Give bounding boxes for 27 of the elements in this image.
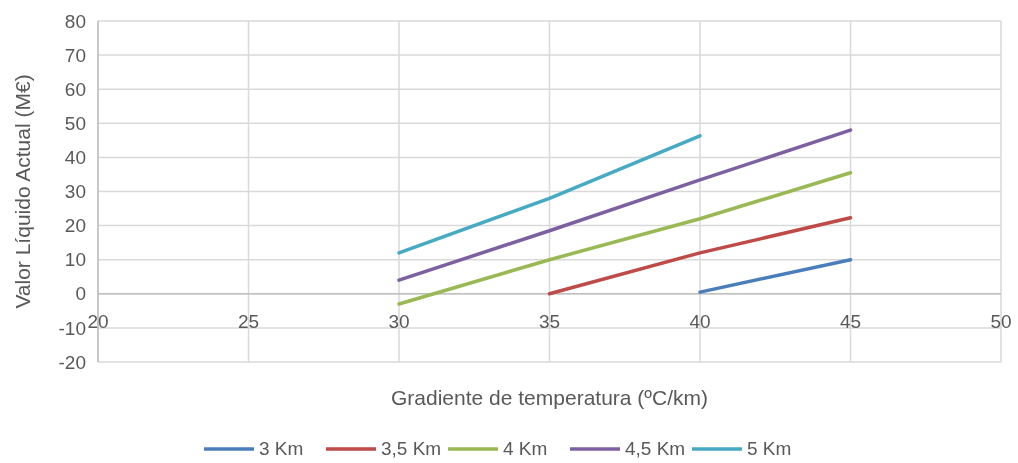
x-tick-label: 25 bbox=[237, 310, 260, 332]
y-tick-label: 30 bbox=[64, 181, 86, 203]
y-tick-label: 20 bbox=[64, 215, 86, 237]
x-tick-label: 40 bbox=[689, 310, 711, 332]
x-tick-label: 45 bbox=[839, 310, 862, 332]
line-series bbox=[397, 128, 853, 282]
legend-label: 3 Km bbox=[259, 438, 304, 459]
legend-label: 3,5 Km bbox=[381, 438, 442, 459]
y-tick-label: 60 bbox=[64, 78, 86, 100]
y-tick-label: -10 bbox=[58, 317, 86, 339]
line-series bbox=[397, 171, 853, 306]
legend-label: 5 Km bbox=[747, 438, 792, 459]
y-tick-label: 50 bbox=[64, 112, 86, 134]
y-tick-label: 70 bbox=[64, 44, 86, 66]
y-tick-label: 0 bbox=[75, 283, 86, 305]
x-tick-label: 20 bbox=[87, 310, 109, 332]
y-tick-label: 10 bbox=[64, 249, 86, 271]
x-axis-title: Gradiente de temperatura (ºC/km) bbox=[391, 386, 708, 409]
legend-label: 4,5 Km bbox=[625, 438, 686, 459]
y-tick-label: -20 bbox=[58, 351, 86, 373]
y-tick-label: 40 bbox=[64, 147, 86, 169]
y-axis-title: Valor Líquido Actual (M€) bbox=[11, 74, 34, 309]
x-tick-label: 50 bbox=[990, 310, 1012, 332]
legend-label: 4 Km bbox=[503, 438, 548, 459]
x-tick-label: 30 bbox=[388, 310, 410, 332]
x-tick-label: 35 bbox=[538, 310, 561, 332]
y-tick-label: 80 bbox=[64, 10, 86, 32]
